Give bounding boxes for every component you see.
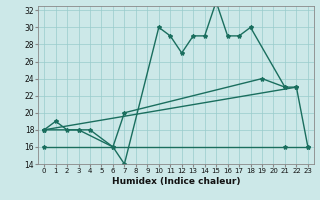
X-axis label: Humidex (Indice chaleur): Humidex (Indice chaleur) xyxy=(112,177,240,186)
